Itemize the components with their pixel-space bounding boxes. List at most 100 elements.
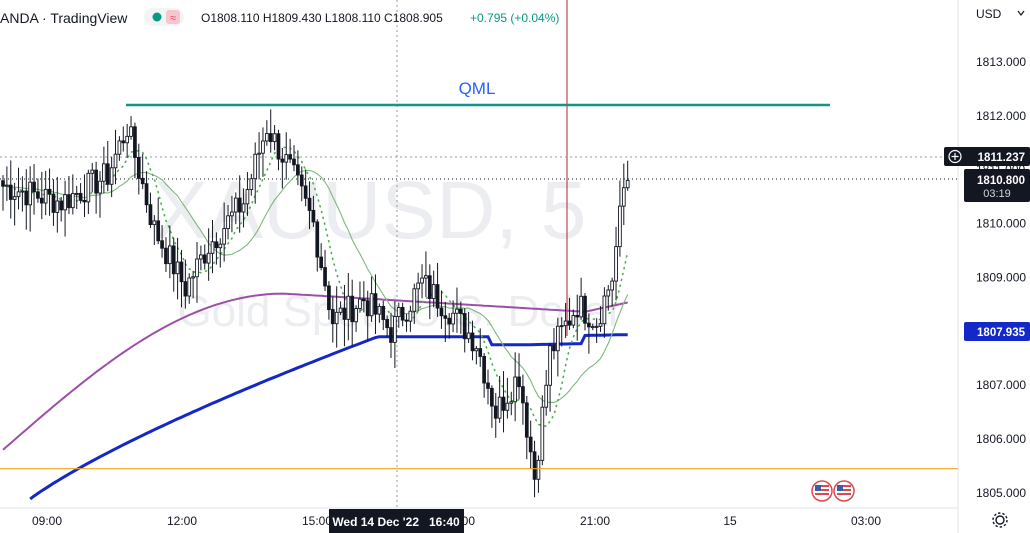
candle-body bbox=[598, 323, 603, 327]
candle-body bbox=[361, 298, 366, 302]
symbol-title[interactable]: ANDA · TradingView bbox=[0, 10, 128, 26]
price-change: +0.795 (+0.04%) bbox=[470, 11, 559, 25]
candle-body bbox=[179, 261, 184, 283]
candle-body bbox=[315, 221, 320, 258]
candle-body bbox=[292, 158, 296, 166]
candle-body bbox=[548, 345, 552, 386]
settings-icon[interactable] bbox=[992, 512, 1008, 528]
us-flag-stripe bbox=[837, 489, 851, 491]
candle-body bbox=[521, 386, 525, 404]
last-price-box bbox=[964, 169, 1030, 202]
economic-events[interactable] bbox=[811, 480, 855, 502]
candle-body bbox=[393, 316, 397, 343]
time-tick-label: 21:00 bbox=[580, 514, 610, 528]
candle-body bbox=[94, 169, 98, 194]
price-tick-label: 1810.000 bbox=[976, 217, 1026, 231]
price-tick-label: 1805.000 bbox=[976, 486, 1026, 500]
candle-body bbox=[299, 174, 304, 187]
last-price-label: 1810.800 03:19 bbox=[964, 169, 1030, 202]
chart-header: ANDA · TradingView ≈ O1808.110 H1809.430… bbox=[0, 8, 559, 26]
candle-body bbox=[74, 192, 79, 195]
candle-body bbox=[136, 157, 141, 179]
candle-body bbox=[140, 177, 145, 185]
candle-body bbox=[474, 348, 479, 352]
price-tick-label: 1807.000 bbox=[976, 378, 1026, 392]
qml-label[interactable]: QML bbox=[459, 79, 496, 98]
candle-body bbox=[587, 322, 591, 328]
candle-body bbox=[408, 310, 413, 322]
chevron-down-icon[interactable] bbox=[1017, 10, 1025, 16]
crosshair-price-label: 1811.237 bbox=[944, 147, 1030, 166]
ma-blue-line bbox=[29, 333, 628, 501]
ma-200-price: 1807.935 bbox=[977, 327, 1026, 339]
candle-body bbox=[70, 193, 75, 209]
candle-body bbox=[129, 126, 133, 137]
ma-green-line bbox=[3, 169, 629, 404]
crosshair-time: Wed 14 Dec '22 16:40 bbox=[332, 515, 460, 529]
candle-body bbox=[280, 158, 285, 163]
crosshair-price-box bbox=[944, 147, 1030, 166]
candle-body bbox=[39, 197, 44, 204]
candle-body bbox=[117, 140, 122, 155]
data-delay-glyph: ≈ bbox=[170, 13, 176, 25]
candle-body bbox=[602, 295, 607, 325]
candle-body bbox=[319, 256, 324, 269]
candle-body bbox=[78, 192, 83, 201]
ma-price-label: 1807.935 bbox=[964, 322, 1030, 341]
candle-body bbox=[571, 315, 576, 326]
candle-body bbox=[214, 241, 219, 249]
candle-body bbox=[501, 396, 506, 411]
candle-body bbox=[264, 133, 269, 142]
price-tick-label: 1813.000 bbox=[976, 55, 1026, 69]
candle-body bbox=[618, 205, 622, 248]
candle-body bbox=[621, 187, 626, 207]
crosshair-time-label: Wed 14 Dec '22 16:40 bbox=[329, 509, 464, 533]
price-scale[interactable] bbox=[958, 0, 1030, 533]
candle-body bbox=[24, 190, 29, 206]
time-tick-label: 15:00 bbox=[302, 514, 332, 528]
time-tick-label: 09:00 bbox=[32, 514, 62, 528]
settings-icon-teeth bbox=[992, 512, 1008, 528]
currency-label[interactable]: USD bbox=[976, 7, 1002, 21]
candle-body bbox=[369, 293, 374, 317]
candle-body bbox=[20, 190, 25, 193]
candle-body bbox=[36, 191, 40, 199]
time-scale[interactable] bbox=[0, 508, 958, 533]
time-tick-label: 15 bbox=[723, 514, 737, 528]
candle-body bbox=[241, 203, 246, 213]
candle-body bbox=[222, 228, 227, 245]
candle-body bbox=[528, 436, 533, 453]
add-alert-icon[interactable] bbox=[948, 149, 962, 164]
watermark-symbol: XAUUSD, 5 bbox=[154, 165, 587, 256]
candle-body bbox=[183, 281, 188, 297]
candle-body bbox=[389, 327, 393, 343]
candle-body bbox=[272, 133, 277, 143]
us-flag-stripe bbox=[815, 493, 829, 495]
candle-body bbox=[458, 308, 463, 314]
candle-body bbox=[32, 181, 36, 193]
candle-body bbox=[552, 345, 556, 352]
candle-body bbox=[156, 220, 161, 242]
candle-body bbox=[455, 308, 459, 314]
candle-body bbox=[311, 209, 316, 223]
candle-body bbox=[226, 215, 230, 230]
candle-body bbox=[350, 295, 355, 323]
candle-body bbox=[513, 376, 518, 403]
us-flag-stripe bbox=[815, 489, 829, 491]
candle-body bbox=[400, 306, 405, 321]
candle-body bbox=[307, 197, 312, 211]
candle-body bbox=[288, 154, 292, 160]
candle-body bbox=[354, 308, 358, 323]
candle-body bbox=[610, 280, 615, 291]
plot-area[interactable] bbox=[0, 0, 958, 508]
candle-body bbox=[451, 312, 455, 325]
candle-body bbox=[606, 289, 611, 297]
candle-body bbox=[412, 288, 417, 312]
candle-body bbox=[296, 164, 300, 176]
candle-body bbox=[559, 325, 564, 328]
candle-body bbox=[261, 140, 265, 154]
candle-body bbox=[396, 306, 401, 318]
candle-body bbox=[67, 194, 71, 209]
